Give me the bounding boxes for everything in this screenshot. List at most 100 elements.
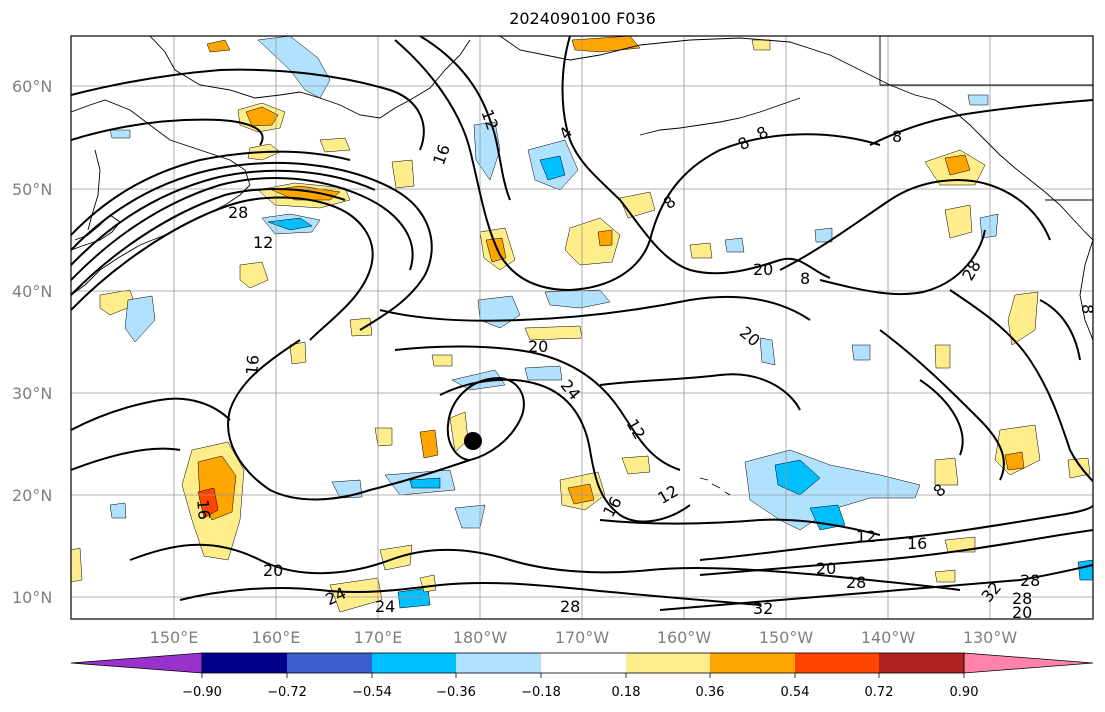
border-canada — [879, 36, 1093, 86]
contour-label: 16 — [242, 354, 263, 376]
patch — [124, 295, 156, 343]
lon-tick-label: 160°E — [252, 628, 301, 647]
lat-tick-label: 30°N — [12, 384, 52, 403]
colorbar-tick-label: 0.18 — [612, 685, 641, 700]
patch — [374, 427, 393, 447]
patch — [944, 154, 971, 176]
coastline-sakhalin — [87, 149, 101, 231]
colorbar-bin — [287, 653, 372, 673]
lat-tick-label: 20°N — [12, 486, 52, 505]
colorbar-ticks — [201, 673, 965, 678]
colorbar-bin — [795, 653, 879, 673]
patch — [751, 39, 771, 51]
lon-tick-label: 180°W — [453, 628, 508, 647]
patch — [564, 217, 621, 266]
patch — [329, 577, 383, 613]
colorbar: −0.90 −0.72 −0.54 −0.36 −0.18 0.18 0.36 … — [70, 652, 1094, 700]
patch — [245, 106, 279, 127]
patch — [944, 204, 973, 239]
patch — [71, 547, 83, 583]
map-border — [70, 35, 1094, 620]
patch — [409, 477, 441, 489]
contour-label: 16 — [193, 499, 214, 521]
patch — [419, 429, 439, 459]
lon-tick-label: 130°W — [963, 628, 1018, 647]
patch — [539, 155, 566, 181]
patch — [431, 354, 453, 367]
storm-center-marker — [464, 432, 482, 450]
colorbar-tick-label: 0.36 — [696, 685, 725, 700]
colorbar-bin — [372, 653, 456, 673]
colorbar-tick-label: −0.90 — [182, 685, 222, 700]
patch — [814, 227, 833, 243]
colorbar-bin — [541, 653, 626, 673]
lat-axis: 10°N 20°N 30°N 40°N 50°N 60°N — [12, 77, 52, 607]
patch — [109, 502, 127, 519]
patch — [544, 289, 611, 309]
coastline-kamchatka — [149, 36, 471, 119]
coastline-west-us — [1079, 239, 1093, 341]
patch — [397, 587, 431, 609]
patch — [391, 159, 415, 189]
patch — [206, 39, 231, 53]
patch — [267, 217, 313, 231]
patch — [759, 337, 776, 366]
coastline-alaska-gulf — [829, 54, 1046, 193]
contour-label: 20 — [753, 260, 773, 279]
contour-label: 12 — [253, 233, 273, 252]
colorbar-tick-label: −0.54 — [352, 685, 392, 700]
contour-label: 28 — [560, 597, 580, 616]
colorbar-bin — [202, 653, 287, 673]
lon-tick-label: 150°W — [759, 628, 814, 647]
colorbar-tick-label: −0.36 — [436, 685, 476, 700]
patch — [944, 536, 976, 553]
lon-tick-label: 170°W — [555, 628, 610, 647]
contour-label: 20 — [263, 561, 283, 580]
patch — [319, 137, 351, 153]
patch — [934, 344, 951, 369]
lat-tick-label: 50°N — [12, 180, 52, 199]
contour-label: 8 — [892, 127, 902, 146]
contour-label: 8 — [800, 269, 810, 288]
patch — [289, 341, 307, 365]
colorbar-tick-label: −0.72 — [267, 685, 307, 700]
patch — [1004, 451, 1025, 471]
contour-label: 32 — [753, 599, 773, 618]
colorbar-bin — [710, 653, 795, 673]
lon-tick-label: 150°E — [150, 628, 199, 647]
patch — [567, 483, 595, 505]
contour-label: 20 — [1012, 603, 1032, 622]
patch — [621, 455, 651, 475]
colorbar-tick-label: 0.72 — [865, 685, 894, 700]
patch — [197, 487, 219, 519]
contour-label: 20 — [816, 559, 836, 578]
patch — [597, 229, 613, 247]
lon-axis: 150°E 160°E 170°E 180°W 170°W 160°W 150°… — [150, 628, 1018, 647]
patch — [349, 317, 373, 337]
coastline-alaska-north — [499, 36, 831, 61]
colorbar-bin — [626, 653, 710, 673]
patch — [724, 237, 745, 253]
grid-lines — [71, 36, 1093, 619]
colorbar-tick-label: −0.18 — [521, 685, 561, 700]
patch — [1077, 559, 1093, 581]
lon-tick-label: 140°W — [861, 628, 916, 647]
patch — [934, 457, 959, 486]
colorbar-bin — [879, 653, 964, 673]
lat-tick-label: 40°N — [12, 282, 52, 301]
colorbar-tick-label: 0.54 — [781, 685, 810, 700]
contour-label: 28 — [228, 203, 248, 222]
island-chain-hawaii — [699, 477, 731, 496]
lon-tick-label: 160°W — [657, 628, 712, 647]
contour-label: 24 — [375, 597, 395, 616]
lon-tick-label: 170°E — [354, 628, 403, 647]
coastline-bc — [1044, 191, 1093, 241]
contour-lines — [71, 36, 1093, 611]
patch — [851, 344, 871, 361]
colorbar-extend-low — [70, 652, 203, 674]
lat-tick-label: 60°N — [12, 77, 52, 96]
lat-tick-label: 10°N — [12, 588, 52, 607]
contour-label: 28 — [1020, 571, 1040, 590]
map-title: 2024090100 F036 — [509, 9, 656, 28]
